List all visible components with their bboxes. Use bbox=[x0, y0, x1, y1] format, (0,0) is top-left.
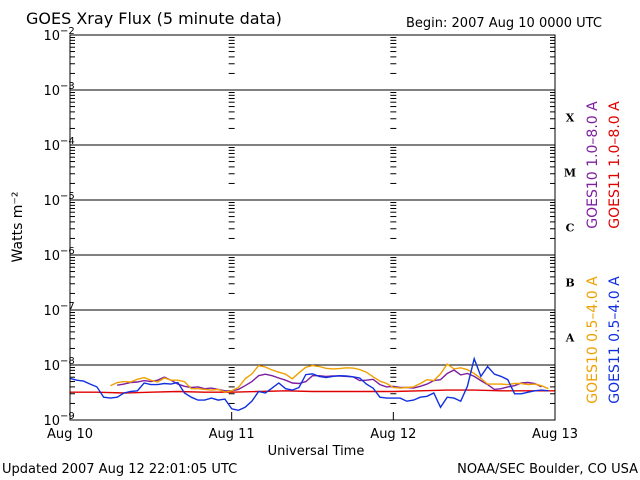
legend-entry: GOES11 1.0–8.0 A bbox=[607, 101, 623, 229]
y-tick-exponent: −8 bbox=[60, 356, 75, 367]
y-axis-ticks: 10−210−310−410−510−610−710−810−9 bbox=[43, 26, 74, 429]
y-tick-label: 10 bbox=[43, 304, 60, 319]
flare-class-label: C bbox=[566, 222, 575, 235]
flare-class-label: M bbox=[564, 167, 576, 180]
day-divider-ticks bbox=[70, 37, 555, 421]
flare-class-label: A bbox=[565, 332, 575, 345]
series-line bbox=[110, 363, 549, 393]
y-tick-base: 10 bbox=[43, 84, 60, 99]
y-tick-exponent: −7 bbox=[60, 301, 75, 312]
flare-class-label: B bbox=[565, 277, 574, 290]
y-tick-label: 10 bbox=[43, 139, 60, 154]
y-tick-exponent: −4 bbox=[60, 136, 75, 147]
flux-series bbox=[69, 356, 555, 412]
y-tick-label: 10 bbox=[43, 84, 60, 99]
y-tick-label: 10 bbox=[43, 194, 60, 209]
y-tick-base: 10 bbox=[43, 249, 60, 264]
flare-class-label: X bbox=[566, 112, 575, 125]
chart-title: GOES Xray Flux (5 minute data) bbox=[26, 9, 282, 28]
y-axis-label: Watts m⁻² bbox=[10, 192, 26, 263]
updated-label: Updated 2007 Aug 12 22:01:05 UTC bbox=[2, 462, 237, 477]
y-tick-exponent: −6 bbox=[60, 246, 75, 257]
legend-entry: GOES11 0.5–4.0 A bbox=[607, 276, 623, 404]
y-tick-base: 10 bbox=[43, 139, 60, 154]
series-line bbox=[70, 389, 555, 394]
credit-label: NOAA/SEC Boulder, CO USA bbox=[457, 462, 638, 477]
y-tick-base: 10 bbox=[43, 29, 60, 44]
y-tick-base: 10 bbox=[43, 304, 60, 319]
y-tick-label: 10 bbox=[43, 359, 60, 374]
y-tick-base: 10 bbox=[43, 359, 60, 374]
y-tick-label: 10 bbox=[43, 249, 60, 264]
x-axis-ticks: Aug 10 Aug 11 Aug 12 Aug 13 bbox=[47, 412, 578, 442]
y-tick-exponent: −5 bbox=[60, 191, 75, 202]
x-tick-label: Aug 12 bbox=[370, 427, 416, 442]
x-axis-label: Universal Time bbox=[268, 444, 365, 459]
y-tick-label: 10 bbox=[43, 414, 60, 429]
y-tick-base: 10 bbox=[43, 414, 60, 429]
y-tick-exponent: −3 bbox=[60, 81, 75, 92]
y-tick-exponent: −9 bbox=[60, 411, 75, 422]
x-tick-label: Aug 10 bbox=[47, 427, 93, 442]
legend-entry: GOES10 0.5–4.0 A bbox=[585, 276, 601, 404]
y-tick-label: 10 bbox=[43, 29, 60, 44]
y-tick-base: 10 bbox=[43, 194, 60, 209]
series-line bbox=[69, 356, 549, 412]
y-tick-exponent: −2 bbox=[60, 26, 75, 37]
legend: GOES10 1.0–8.0 A GOES11 1.0–8.0 A GOES10 0… bbox=[585, 101, 623, 404]
legend-entry: GOES10 1.0–8.0 A bbox=[585, 101, 601, 229]
begin-label: Begin: 2007 Aug 10 0000 UTC bbox=[406, 16, 602, 31]
x-tick-label: Aug 11 bbox=[209, 427, 255, 442]
plot-frame bbox=[69, 34, 556, 421]
flare-class-labels: X M C B A bbox=[564, 112, 576, 345]
x-tick-label: Aug 13 bbox=[532, 427, 578, 442]
